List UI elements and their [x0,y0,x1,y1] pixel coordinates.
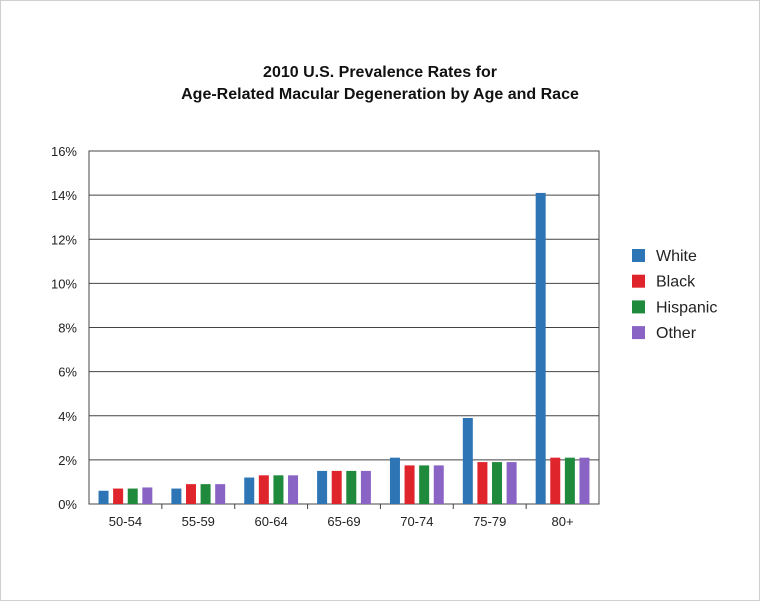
x-tick-label: 75-79 [473,514,506,529]
bar-black-75-79 [477,462,488,504]
bar-white-70-74 [389,457,400,504]
bar-hispanic-60-64 [273,475,284,504]
bar-hispanic-65-69 [346,470,357,504]
bar-other-60-64 [288,475,299,504]
legend-label-other: Other [656,325,697,342]
y-tick-label: 2% [58,453,77,468]
bar-hispanic-75-79 [492,462,503,504]
y-tick-label: 8% [58,321,77,336]
legend-swatch-white [632,249,645,262]
bar-hispanic-70-74 [419,465,430,504]
x-tick-label: 55-59 [182,514,215,529]
legend-label-white: White [656,248,697,265]
bar-white-50-54 [98,490,109,504]
legend-label-hispanic: Hispanic [656,299,717,316]
y-tick-label: 16% [51,144,77,159]
legend-label-black: Black [656,274,696,291]
bar-hispanic-55-59 [200,484,211,504]
bar-black-55-59 [185,484,196,504]
y-tick-label: 6% [58,365,77,380]
bar-hispanic-50-54 [127,488,138,504]
y-tick-label: 0% [58,497,77,512]
legend-swatch-hispanic [632,300,645,314]
chart-title: 2010 U.S. Prevalence Rates for Age-Relat… [0,62,760,106]
bar-black-65-69 [331,470,342,504]
bar-black-60-64 [258,475,269,504]
x-tick-label: 65-69 [327,514,360,529]
chart-title-line-2: Age-Related Macular Degeneration by Age … [181,86,579,103]
legend-swatch-black [632,274,645,288]
bar-other-55-59 [215,484,226,504]
x-tick-label: 80+ [552,514,574,529]
bar-white-60-64 [244,477,255,504]
bar-other-50-54 [142,487,153,504]
bar-other-65-69 [360,470,371,504]
bar-other-75-79 [506,462,517,504]
bar-other-70-74 [433,465,444,504]
bar-white-80+ [535,192,546,504]
x-tick-label: 70-74 [400,514,433,529]
bar-hispanic-80+ [564,457,575,504]
y-tick-label: 14% [51,188,77,203]
y-tick-label: 12% [51,232,77,247]
bar-black-70-74 [404,465,415,504]
bar-white-55-59 [171,488,182,504]
bar-white-65-69 [317,470,328,504]
x-tick-label: 60-64 [255,514,288,529]
y-tick-label: 4% [58,409,77,424]
chart-title-line-1: 2010 U.S. Prevalence Rates for [263,64,497,81]
bar-black-50-54 [113,488,124,504]
y-tick-label: 10% [51,276,77,291]
bar-white-75-79 [462,417,473,504]
bar-other-80+ [579,457,590,504]
legend-swatch-other [632,326,645,340]
x-tick-label: 50-54 [109,514,142,529]
plot-area-border [88,150,600,505]
bar-black-80+ [550,457,561,504]
